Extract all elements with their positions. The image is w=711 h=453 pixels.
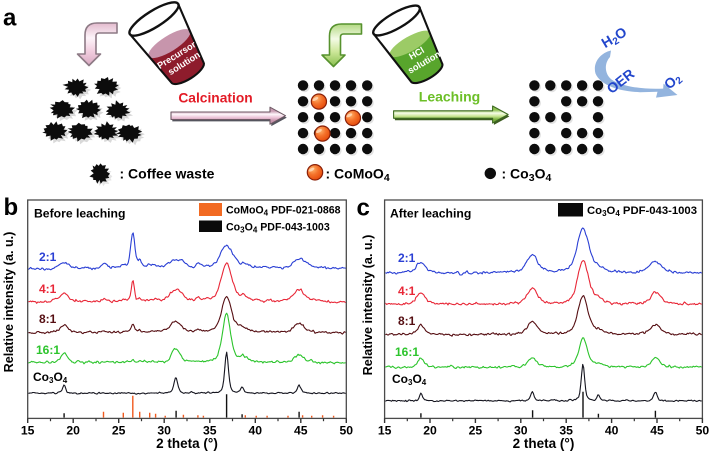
svg-text:Before leaching: Before leaching [34,207,125,221]
svg-text:a: a [3,5,17,32]
svg-text:Co3O4 PDF-043-1003: Co3O4 PDF-043-1003 [587,205,697,218]
svg-text:c: c [357,194,370,221]
svg-text:25: 25 [112,423,126,437]
svg-text:15: 15 [21,423,35,437]
svg-text:16:1: 16:1 [395,345,419,359]
svg-text:2 theta (°): 2 theta (°) [513,436,575,451]
svg-text:2:1: 2:1 [398,251,416,265]
svg-text:After leaching: After leaching [390,207,471,221]
svg-text:45: 45 [650,423,664,437]
svg-text:35: 35 [559,423,573,437]
svg-text:Relative intensity (a. u.): Relative intensity (a. u.) [2,232,16,373]
svg-text:50: 50 [696,423,710,437]
svg-text:OER: OER [604,65,638,96]
svg-text:8:1: 8:1 [39,312,57,326]
svg-text:45: 45 [294,423,308,437]
svg-text:H2O: H2O [598,23,630,53]
svg-text:30: 30 [514,423,528,437]
svg-text:40: 40 [605,423,619,437]
svg-text:Calcination: Calcination [178,91,252,106]
svg-text:50: 50 [340,423,354,437]
svg-text:Leaching: Leaching [419,89,480,105]
svg-text:25: 25 [469,423,483,437]
svg-text:b: b [4,194,19,221]
svg-text:15: 15 [378,423,392,437]
svg-text:: Coffee waste: : Coffee waste [120,166,215,182]
svg-text:Co3O4 PDF-043-1003: Co3O4 PDF-043-1003 [226,222,330,235]
svg-text:40: 40 [249,423,263,437]
svg-text:Co3O4: Co3O4 [33,370,68,385]
svg-text:16:1: 16:1 [36,343,60,357]
svg-text:20: 20 [66,423,80,437]
svg-text:2:1: 2:1 [39,250,57,264]
svg-text:2 theta (°): 2 theta (°) [156,436,218,451]
svg-text:30: 30 [157,423,171,437]
svg-text:Relative intensity (a. u.): Relative intensity (a. u.) [361,235,375,376]
svg-text:4:1: 4:1 [398,284,416,298]
svg-text:20: 20 [423,423,437,437]
svg-text:35: 35 [203,423,217,437]
svg-text:8:1: 8:1 [398,314,416,328]
svg-text:4:1: 4:1 [39,282,57,296]
svg-text:CoMoO4 PDF-021-0868: CoMoO4 PDF-021-0868 [226,205,341,218]
svg-text:: CoMoO4: : CoMoO4 [326,166,390,185]
svg-text:Co3O4: Co3O4 [392,372,427,387]
svg-text:: Co3O4: : Co3O4 [502,166,552,185]
